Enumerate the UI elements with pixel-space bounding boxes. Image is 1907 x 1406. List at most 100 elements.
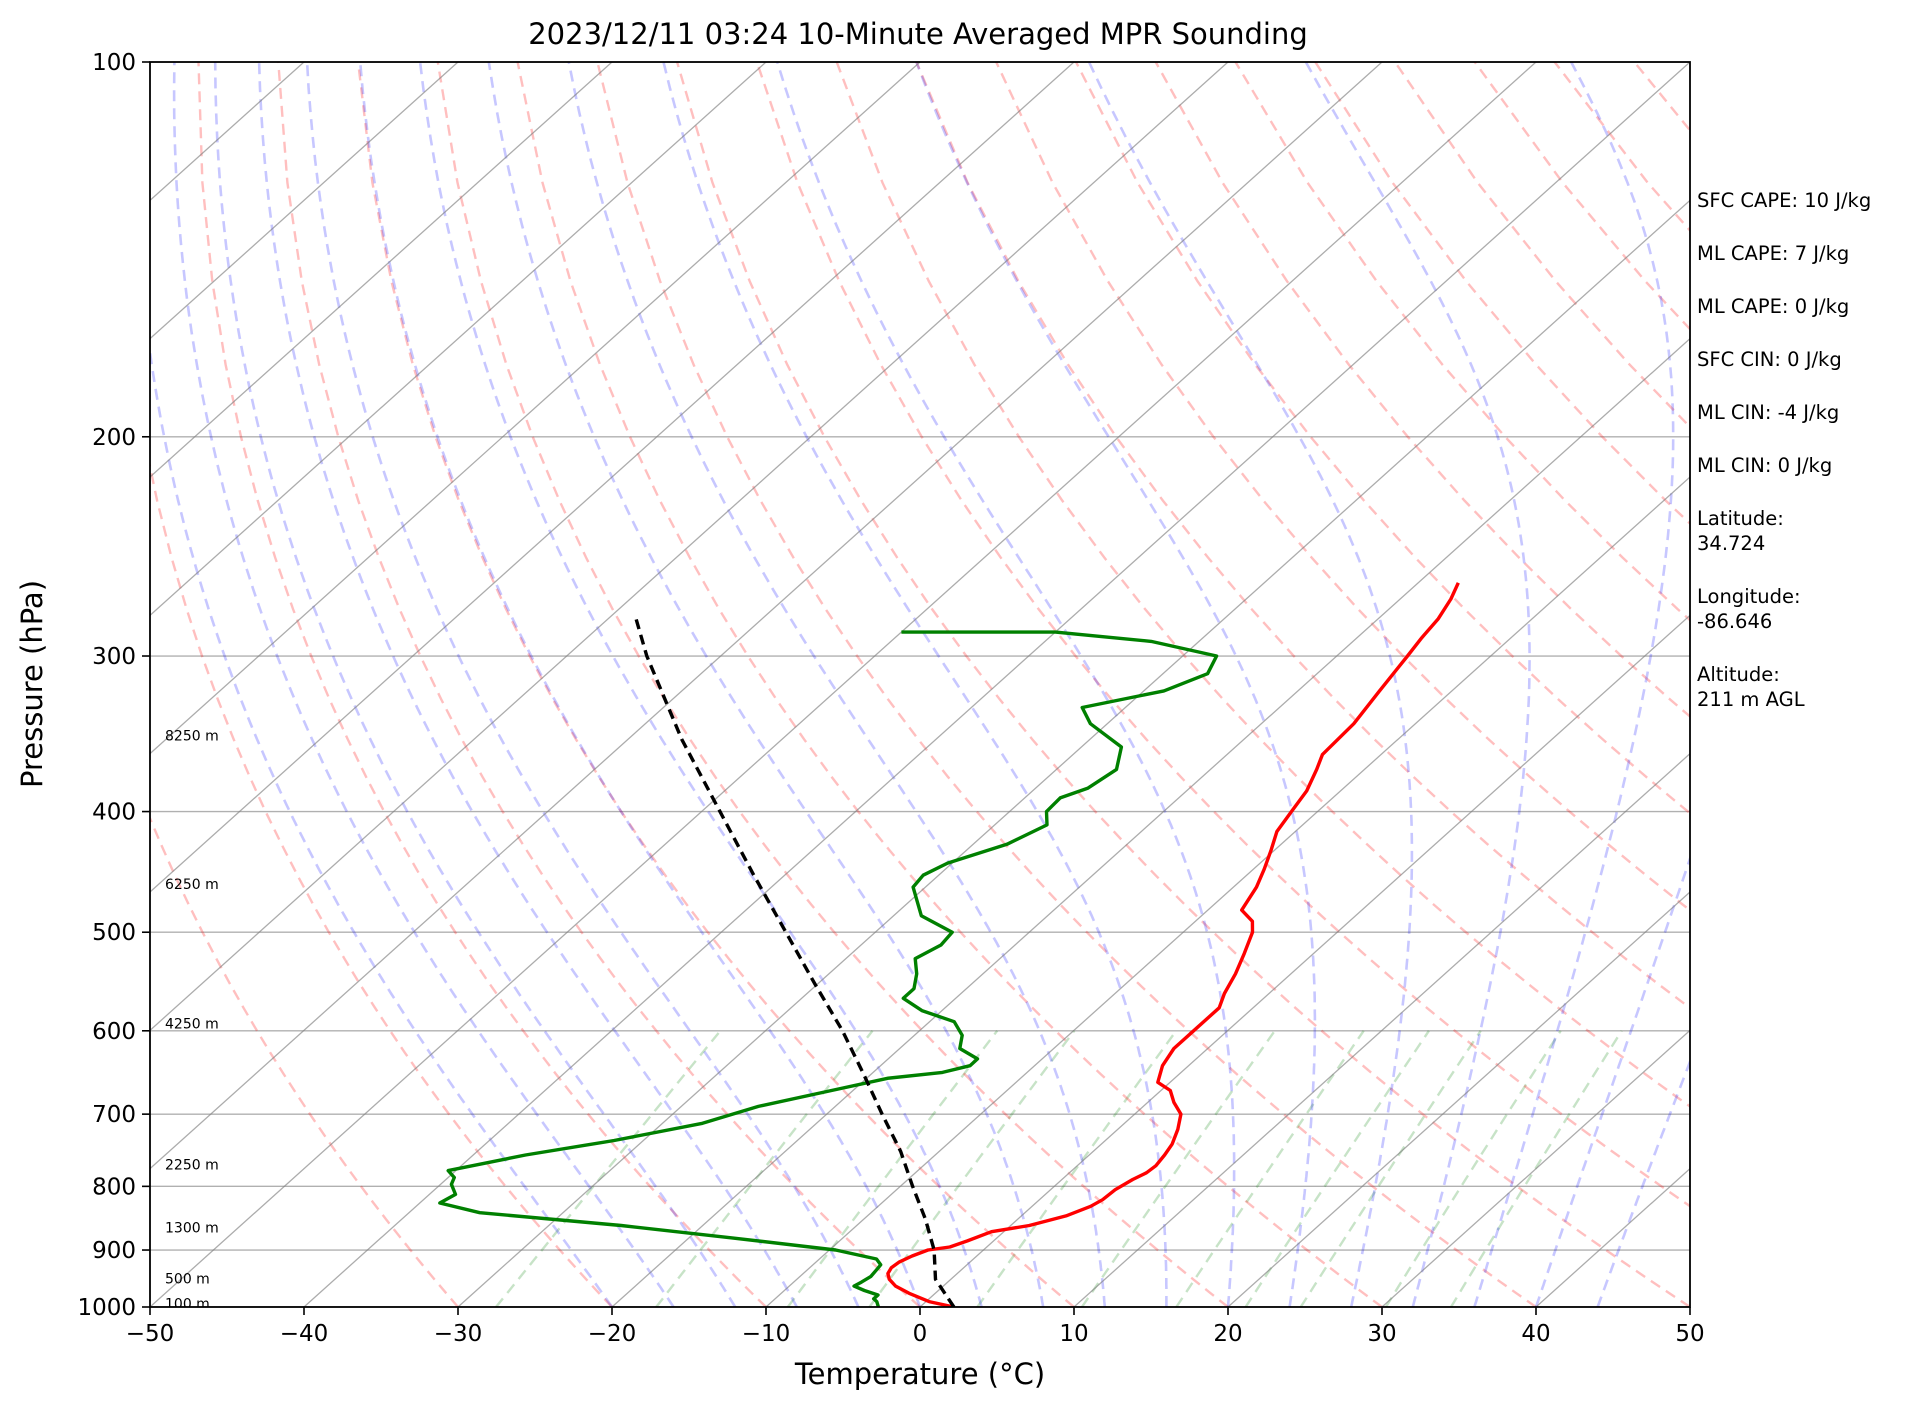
y-tick-label: 600 <box>92 1019 136 1045</box>
x-tick-label: −20 <box>588 1321 637 1347</box>
x-tick-label: −10 <box>742 1321 791 1347</box>
isotherm-line <box>150 62 459 340</box>
isotherm-line <box>1073 752 1690 1307</box>
y-tick-label: 500 <box>92 920 136 946</box>
dry-adiabat-line <box>150 815 459 1307</box>
moist-adiabat-line <box>1087 62 1414 1307</box>
mixing-ratio-line <box>868 1030 1076 1307</box>
x-tick-label: 30 <box>1367 1321 1396 1347</box>
mixing-ratio-line <box>786 1030 999 1307</box>
height-label: 8250 m <box>165 728 219 744</box>
moist-adiabat-lines <box>150 62 1690 1307</box>
moist-adiabat-line <box>776 62 1236 1307</box>
isotherm-line <box>150 62 1383 1170</box>
height-label: 100 m <box>165 1296 210 1312</box>
dry-adiabat-line <box>755 62 1690 1208</box>
y-tick-label: 800 <box>92 1174 136 1200</box>
moist-adiabat-line <box>418 62 983 1307</box>
moist-adiabat-line <box>662 62 1168 1307</box>
height-label: 6250 m <box>165 877 219 893</box>
y-tick-label: 1000 <box>77 1295 136 1321</box>
isotherm-line <box>150 62 1075 893</box>
ml-cin-text: ML CIN: -4 J/kg <box>1697 401 1840 424</box>
ml-cin-text-2: ML CIN: 0 J/kg <box>1697 454 1833 477</box>
chart-title: 2023/12/11 03:24 10-Minute Averaged MPR … <box>528 17 1308 51</box>
mixing-ratio-line <box>1299 1030 1482 1307</box>
plot-area: 100 m 500 m 1300 m 2250 m 4250 m 6250 m 8250 m <box>150 62 1690 1312</box>
x-tick-label: 0 <box>913 1321 928 1347</box>
mixing-ratio-line <box>655 1030 874 1307</box>
dry-adiabat-line <box>277 62 921 1307</box>
y-tick-label: 700 <box>92 1102 136 1128</box>
series-layer <box>438 582 1460 1307</box>
moist-adiabat-line <box>915 62 1317 1307</box>
moist-adiabat-line <box>1304 62 1531 1307</box>
isotherm-line <box>150 62 613 478</box>
isotherm-line <box>919 614 1690 1307</box>
isotherm-line <box>150 62 1229 1032</box>
isotherm-line <box>303 62 1690 1307</box>
x-tick-label: 10 <box>1059 1321 1088 1347</box>
isotherm-line <box>150 62 921 755</box>
y-tick-label: 300 <box>92 644 136 670</box>
mixing-ratio-line <box>1080 1030 1276 1307</box>
dry-adiabat-line <box>596 62 1537 1307</box>
mixing-ratio-lines <box>495 1030 1623 1307</box>
mixing-ratio-line <box>976 1030 1178 1307</box>
longitude-value: -86.646 <box>1697 610 1773 633</box>
temperature-profile <box>886 582 1460 1307</box>
altitude-value: 211 m AGL <box>1697 688 1805 711</box>
dry-adiabat-line <box>1154 62 1690 719</box>
height-labels: 100 m 500 m 1300 m 2250 m 4250 m 6250 m 8250 m <box>165 728 219 1312</box>
dewpoint-profile <box>438 630 1219 1307</box>
isotherm-line <box>1381 1029 1690 1307</box>
latitude-label: Latitude: <box>1697 507 1784 530</box>
moist-adiabat-line <box>257 62 798 1307</box>
sounding-info-panel: SFC CAPE: 10 J/kg ML CAPE: 7 J/kg ML CAP… <box>1697 188 1902 740</box>
isotherm-line <box>611 337 1690 1307</box>
height-label: 500 m <box>165 1271 210 1287</box>
x-tick-label: 40 <box>1521 1321 1550 1347</box>
isotherm-line <box>150 62 1537 1307</box>
sfc-cape-text: SFC CAPE: 10 J/kg <box>1697 189 1872 212</box>
dry-adiabat-line <box>150 460 613 1307</box>
x-tick-label: −40 <box>280 1321 329 1347</box>
dry-adiabat-line <box>356 62 1075 1307</box>
moist-adiabat-line <box>567 62 1107 1307</box>
x-tick-label: 20 <box>1213 1321 1242 1347</box>
isotherm-line <box>1227 891 1690 1307</box>
sfc-cin-text: SFC CIN: 0 J/kg <box>1697 348 1842 371</box>
mixing-ratio-line <box>1449 1030 1623 1307</box>
height-label: 1300 m <box>165 1221 219 1237</box>
x-axis-label: Temperature (°C) <box>794 1357 1045 1391</box>
moist-adiabat-line <box>1596 1058 1690 1307</box>
x-tick-label: 50 <box>1675 1321 1704 1347</box>
ml-cape-text: ML CAPE: 7 J/kg <box>1697 242 1850 265</box>
dry-adiabat-line <box>516 62 1383 1307</box>
y-tick-label: 400 <box>92 800 136 826</box>
dry-adiabat-line <box>835 62 1690 1108</box>
y-axis-label: Pressure (hPa) <box>15 580 49 788</box>
parcel-path <box>634 618 956 1307</box>
moist-adiabat-line <box>487 62 1045 1307</box>
mixing-ratio-line <box>1175 1030 1365 1307</box>
isotherm-line <box>765 476 1690 1307</box>
dry-adiabat-line <box>995 62 1690 912</box>
longitude-block: Longitude: -86.646 <box>1697 584 1902 634</box>
dry-adiabat-line <box>1234 62 1690 622</box>
y-tick-label: 900 <box>92 1238 136 1264</box>
dry-adiabat-line <box>675 62 1690 1307</box>
x-axis-ticks: −50 −40 −30 −20 −10 0 10 20 30 40 50 <box>126 1307 1705 1347</box>
mixing-ratio-line <box>1244 1030 1430 1307</box>
dry-adiabat-lines <box>150 62 1690 1307</box>
altitude-label: Altitude: <box>1697 663 1780 686</box>
moist-adiabat-line <box>358 62 922 1307</box>
dry-adiabat-line <box>915 62 1690 1010</box>
x-tick-label: −30 <box>434 1321 483 1347</box>
y-tick-label: 200 <box>92 425 136 451</box>
moist-adiabat-line <box>305 62 860 1307</box>
latitude-block: Latitude: 34.724 <box>1697 506 1902 556</box>
latitude-value: 34.724 <box>1697 532 1766 555</box>
altitude-block: Altitude: 211 m AGL <box>1697 662 1902 712</box>
